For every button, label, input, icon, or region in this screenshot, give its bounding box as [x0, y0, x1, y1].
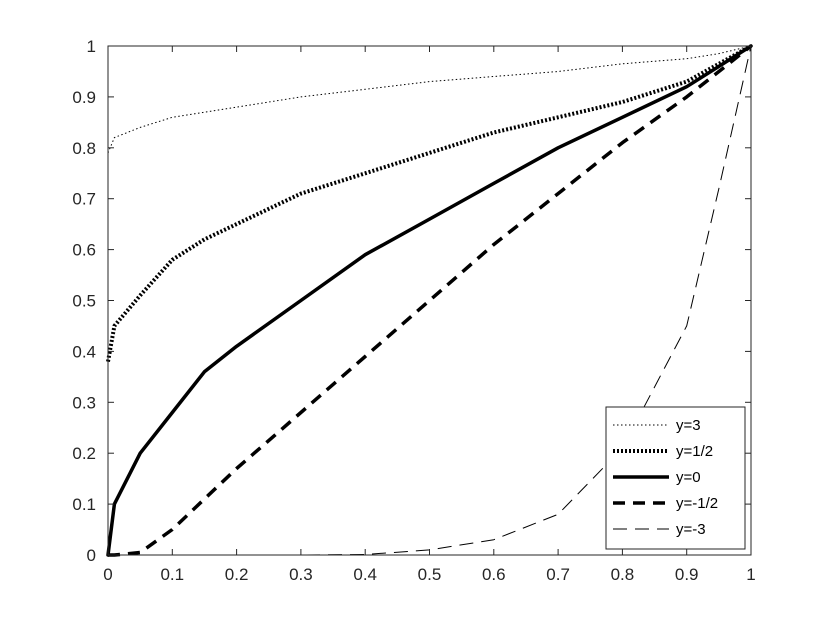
x-tick-label: 0.7	[546, 565, 570, 584]
series-line-0	[107, 45, 752, 154]
series-line-1	[106, 44, 752, 362]
x-tick-label: 0.8	[611, 565, 635, 584]
y-tick-label: 0.5	[72, 292, 96, 311]
series-line-3	[108, 44, 753, 557]
y-tick-label: 0.3	[72, 393, 96, 412]
y-tick-label: 0.6	[72, 241, 96, 260]
series-line-4	[108, 45, 752, 556]
legend-label-2: y=0	[676, 469, 701, 486]
y-tick-label: 1	[87, 37, 96, 56]
y-tick-label: 0.8	[72, 139, 96, 158]
y-tick-label: 0	[87, 546, 96, 565]
x-tick-label: 0	[103, 565, 112, 584]
x-tick-label: 0.2	[225, 565, 249, 584]
x-tick-label: 1	[746, 565, 755, 584]
legend-label-3: y=-1/2	[676, 495, 718, 512]
legend: y=3 y=1/2 y=0 y=-1/2 y=-3	[605, 406, 746, 550]
series-line-2	[106, 44, 753, 557]
y-tick-label: 0.1	[72, 495, 96, 514]
x-tick-label: 0.5	[418, 565, 442, 584]
y-tick-label: 0.4	[72, 342, 96, 361]
series-layer	[106, 44, 753, 557]
x-tick-label: 0.1	[160, 565, 184, 584]
x-tick-label: 0.4	[353, 565, 377, 584]
x-tick-label: 0.9	[675, 565, 699, 584]
ticks-layer: 0 0.1 0.2 0.3 0.4 0.5 0.6 0.7 0.8 0.9 1 0 0.1 0.2 0.3 0…	[72, 37, 755, 584]
x-tick-label: 0.3	[289, 565, 313, 584]
x-tick-label: 0.6	[482, 565, 506, 584]
legend-label-4: y=-3	[676, 521, 706, 538]
legend-label-0: y=3	[676, 417, 701, 434]
legend-label-1: y=1/2	[676, 443, 713, 460]
y-tick-label: 0.9	[72, 88, 96, 107]
y-tick-label: 0.2	[72, 444, 96, 463]
y-tick-label: 0.7	[72, 190, 96, 209]
